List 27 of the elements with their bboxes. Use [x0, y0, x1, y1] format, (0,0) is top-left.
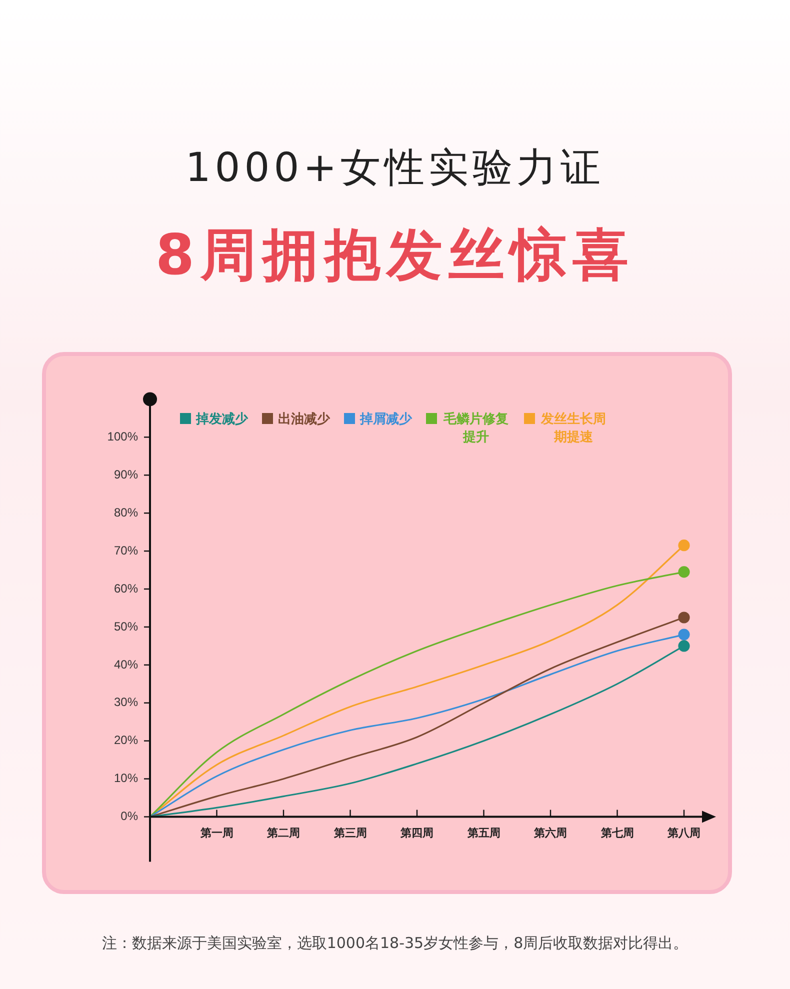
- y-tick-label: 30%: [114, 695, 138, 710]
- legend-label: 掉发减少: [196, 411, 248, 428]
- x-tick-label: 第八周: [666, 826, 700, 840]
- y-tick-label: 10%: [114, 771, 138, 786]
- y-tick-label: 60%: [114, 581, 138, 596]
- x-tick-label: 第四周: [400, 826, 434, 840]
- chart-title: 1000+女性实验力证: [184, 144, 606, 193]
- x-tick-label: 第一周: [199, 826, 234, 840]
- legend-label: 掉屑减少: [360, 411, 412, 428]
- y-tick-label: 90%: [114, 467, 138, 482]
- legend-label: 毛鳞片修复提升: [442, 410, 510, 446]
- x-tick-label: 第二周: [266, 826, 300, 840]
- y-tick-label: 100%: [107, 429, 138, 444]
- y-tick-label: 50%: [114, 619, 138, 634]
- x-tick-label: 第七周: [600, 826, 634, 840]
- x-tick-label: 第六周: [533, 826, 567, 840]
- y-tick-label: 70%: [114, 543, 138, 558]
- text: 注：数据来源于美国实验室，选取1000名18-35岁女性参与，8周后收取数据对比得出。: [100, 934, 690, 953]
- x-tick-label: 第五周: [466, 826, 500, 840]
- chart-subtitle: 8周拥抱发丝惊喜: [154, 222, 636, 290]
- legend-label: 发丝生长周期提速: [540, 411, 607, 446]
- y-tick-label: 40%: [114, 657, 138, 672]
- y-tick-label: 80%: [114, 505, 138, 520]
- legend-label: 出油减少: [278, 411, 330, 428]
- x-tick-label: 第三周: [332, 826, 367, 840]
- y-tick-label: 0%: [120, 809, 138, 824]
- y-tick-label: 20%: [114, 733, 138, 748]
